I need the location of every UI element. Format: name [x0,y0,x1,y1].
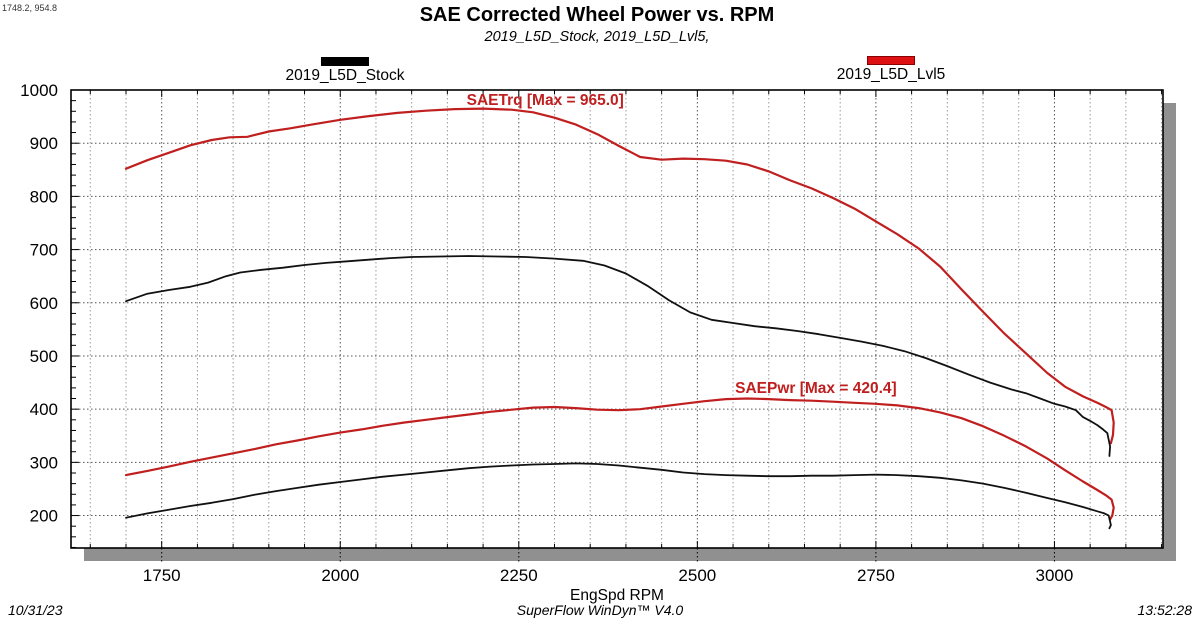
footer-date: 10/31/23 [8,602,63,618]
curve-2019_l5d_stock-saetrq [125,255,1111,457]
legend-swatch-lvl5 [867,56,915,65]
curve-2019_l5d_lvl5-saepwr [124,397,1115,521]
chart-subtitle: 2019_L5D_Stock, 2019_L5D_Lvl5, [484,29,710,45]
axis-labels: 200 300 400 500 600 700 800 900 1000 1750 2000 2250… [20,81,1073,604]
footer-time: 13:52:28 [1137,602,1193,618]
legend-item-lvl5[interactable]: 2019_L5D_Lvl5 [791,56,991,84]
footer: 10/31/23 SuperFlow WinDyn™ V4.0 13:52:28 [0,602,1200,622]
y-tick-label: 700 [30,241,58,260]
footer-software: SuperFlow WinDyn™ V4.0 [516,602,684,618]
y-tick-label: 200 [30,507,58,526]
gridlines [71,89,1163,548]
y-tick-label: 1000 [20,81,58,100]
y-tick-label: 400 [30,400,58,419]
x-tick-label: 2750 [857,566,895,585]
legend-swatch-stock [321,57,369,66]
x-tick-label: 2000 [321,566,359,585]
max-annotation: SAEPwr [Max = 420.4] [735,380,897,397]
max-annotation: SAETrq [Max = 965.0] [467,92,624,109]
chart-title: SAE Corrected Wheel Power vs. RPM [419,4,775,26]
curve-2019_l5d_lvl5-saetrq [124,107,1115,445]
x-tick-label: 2250 [500,566,538,585]
legend-item-stock[interactable]: 2019_L5D_Stock [245,57,445,85]
x-axis-title: EngSpd RPM [570,587,664,604]
legend-label-stock: 2019_L5D_Stock [285,67,405,84]
x-tick-label: 1750 [143,566,181,585]
y-tick-label: 900 [30,134,58,153]
x-tick-label: 3000 [1036,566,1074,585]
y-tick-label: 300 [30,453,58,472]
y-tick-label: 500 [30,347,58,366]
series-curves [124,107,1115,530]
x-tick-label: 2500 [678,566,716,585]
y-tick-label: 800 [30,187,58,206]
y-tick-label: 600 [30,294,58,313]
plot-border [70,89,1164,549]
cursor-position-readout: 1748.2, 954.8 [2,3,58,13]
legend-label-lvl5: 2019_L5D_Lvl5 [836,66,946,83]
curve-2019_l5d_stock-saepwr [125,462,1112,530]
plot-background [71,90,1163,548]
